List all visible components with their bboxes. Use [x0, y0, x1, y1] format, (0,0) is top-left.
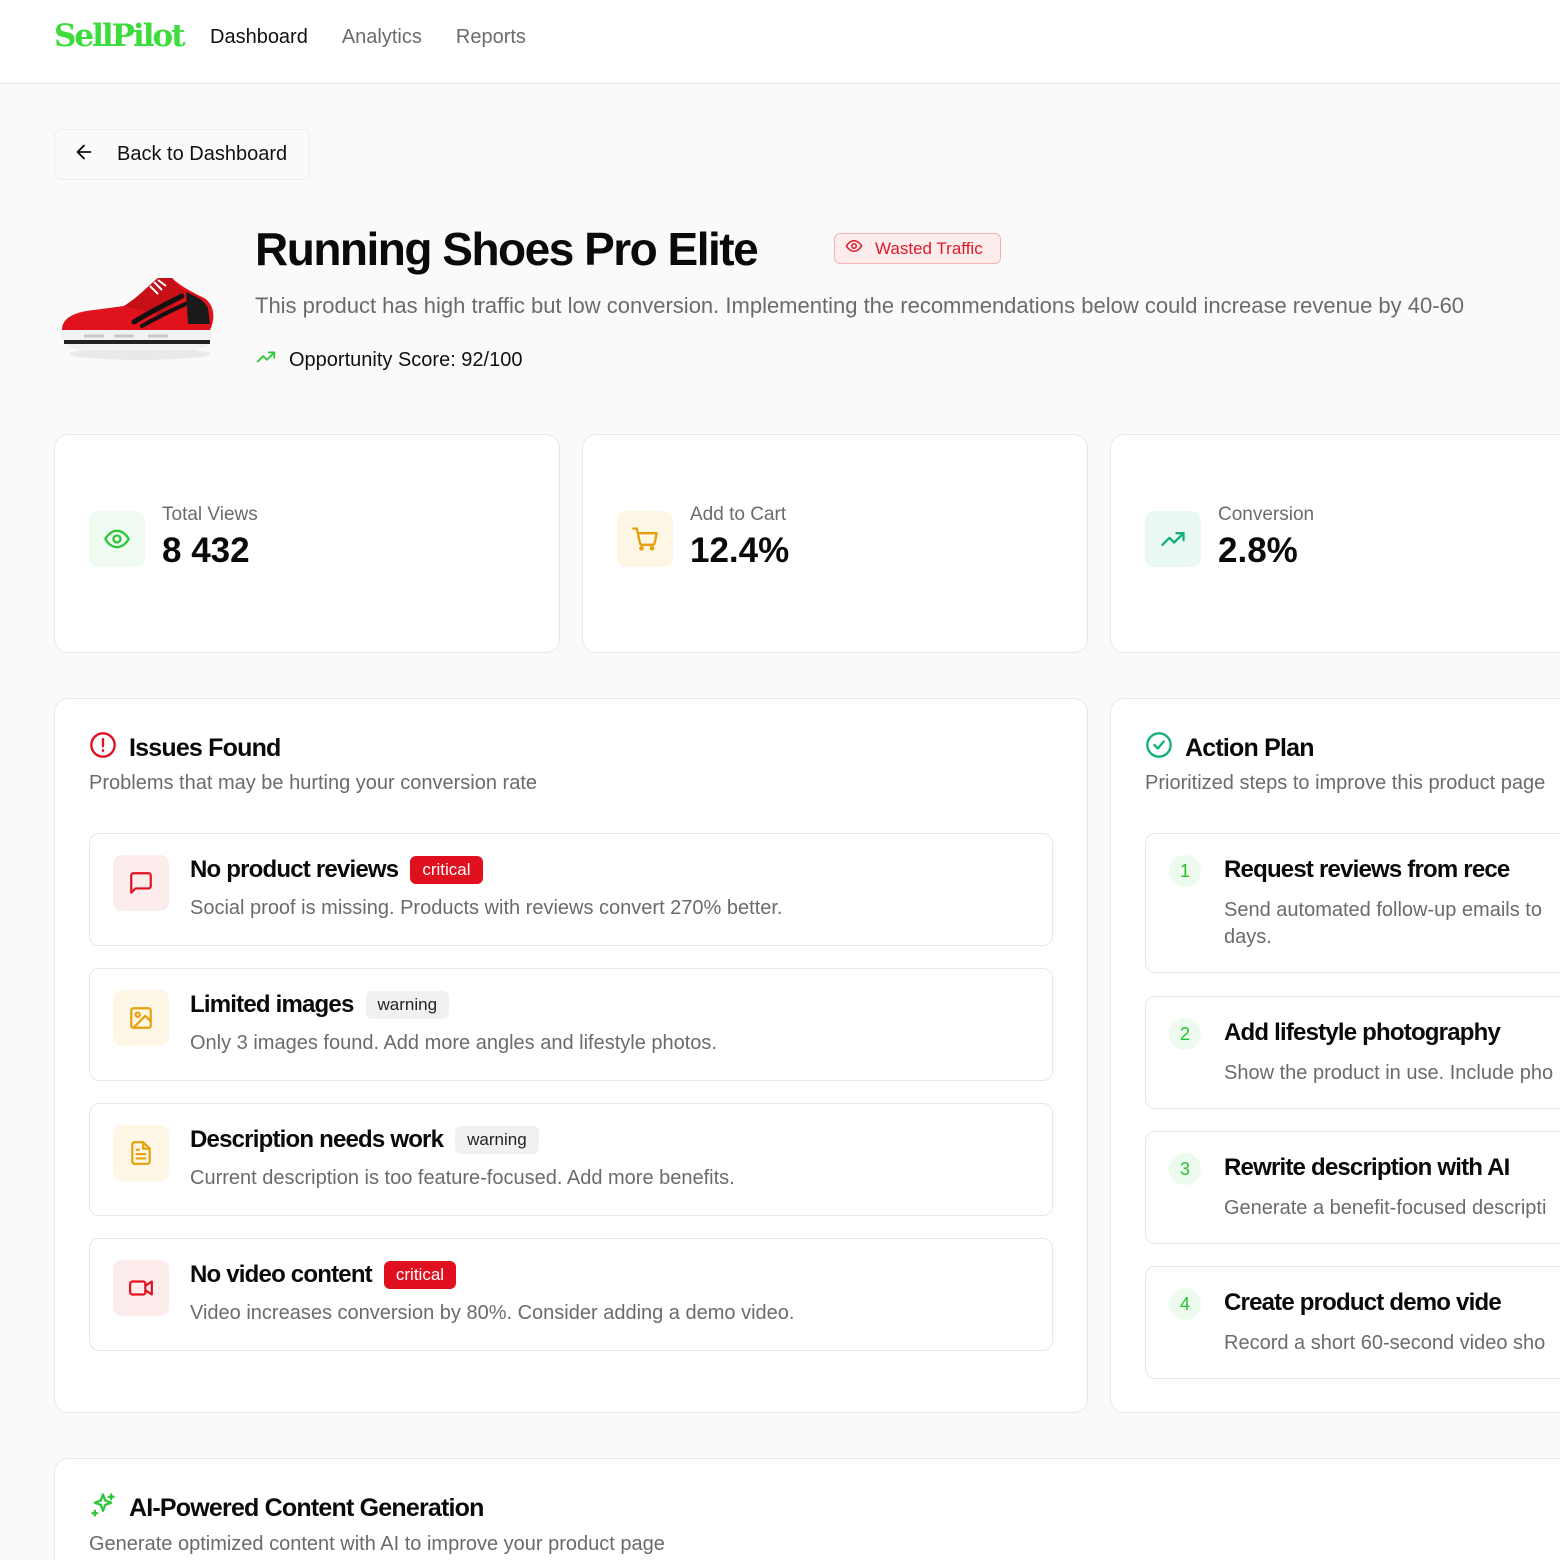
action-title: Add lifestyle photography [1224, 1019, 1501, 1046]
arrow-left-icon [73, 141, 95, 169]
product-title: Running Shoes Pro Elite [255, 223, 759, 275]
stat-label: Total Views [162, 504, 258, 525]
issues-heading: Issues Found [89, 731, 281, 766]
stat-label: Conversion [1218, 504, 1315, 525]
action-item[interactable]: 1 Request reviews from rece Send automat… [1145, 833, 1560, 973]
stat-card-add-to-cart: Add to Cart 12.4% [582, 434, 1088, 653]
issue-title: Limited images [190, 991, 354, 1018]
product-image [54, 226, 222, 386]
issues-subtitle: Problems that may be hurting your conver… [89, 772, 537, 794]
stat-card-total-views: Total Views 8 432 [54, 434, 560, 653]
action-description: Record a short 60-second video sho [1224, 1332, 1546, 1354]
stat-value: 12.4% [690, 531, 790, 570]
stat-label: Add to Cart [690, 504, 787, 525]
issue-description: Only 3 images found. Add more angles and… [190, 1032, 717, 1054]
main-nav: Dashboard Analytics Reports [210, 26, 526, 49]
issues-panel: Issues Found Problems that may be hurtin… [54, 698, 1088, 1413]
wasted-traffic-badge: Wasted Traffic [834, 233, 1001, 264]
nav-analytics[interactable]: Analytics [341, 26, 422, 48]
message-icon [113, 855, 169, 911]
issue-item[interactable]: Limited images warning Only 3 images fou… [89, 968, 1053, 1081]
issue-description: Video increases conversion by 80%. Consi… [190, 1302, 795, 1324]
document-icon [113, 1125, 169, 1181]
action-description: Send automated follow-up emails to [1224, 899, 1542, 921]
issue-item[interactable]: No video content critical Video increase… [89, 1238, 1053, 1351]
back-button-label: Back to Dashboard [117, 143, 288, 165]
issue-title: Description needs work [190, 1126, 444, 1153]
action-item[interactable]: 3 Rewrite description with AI Generate a… [1145, 1131, 1560, 1244]
image-icon [113, 990, 169, 1046]
issue-description: Social proof is missing. Products with r… [190, 897, 783, 919]
action-description-continued: days. [1224, 926, 1272, 948]
issue-item[interactable]: No product reviews critical Social proof… [89, 833, 1053, 946]
stat-card-conversion: Conversion 2.8% [1110, 434, 1560, 653]
stat-value: 2.8% [1218, 531, 1298, 570]
action-title: Rewrite description with AI [1224, 1154, 1510, 1181]
ai-content-heading: AI-Powered Content Generation [89, 1491, 484, 1526]
ai-content-panel: AI-Powered Content Generation Generate o… [54, 1458, 1560, 1560]
severity-badge: warning [365, 991, 450, 1019]
nav-reports[interactable]: Reports [455, 26, 526, 48]
sellpilot-logo[interactable]: SellPilot [54, 18, 186, 54]
severity-badge: critical [383, 1261, 457, 1289]
opportunity-score: Opportunity Score: 92/100 [255, 346, 522, 374]
back-to-dashboard-button[interactable]: Back to Dashboard [54, 129, 310, 180]
ai-content-subtitle: Generate optimized content with AI to im… [89, 1533, 665, 1555]
wasted-traffic-label: Wasted Traffic [875, 238, 983, 258]
issue-title: No product reviews [190, 856, 399, 883]
issues-title: Issues Found [129, 734, 281, 762]
ai-content-title: AI-Powered Content Generation [129, 1494, 484, 1522]
top-navigation-bar: SellPilot Dashboard Analytics Reports [0, 0, 1560, 84]
issue-description: Current description is too feature-focus… [190, 1167, 735, 1189]
action-plan-panel: Action Plan Prioritized steps to improve… [1110, 698, 1560, 1413]
action-title: Request reviews from rece [1224, 856, 1510, 883]
check-circle-icon [1145, 731, 1173, 766]
action-plan-heading: Action Plan [1145, 731, 1315, 766]
trending-up-icon [1145, 511, 1201, 567]
action-description: Generate a benefit-focused descripti [1224, 1197, 1547, 1219]
issue-item[interactable]: Description needs work warning Current d… [89, 1103, 1053, 1216]
action-plan-title: Action Plan [1185, 734, 1315, 762]
action-item[interactable]: 2 Add lifestyle photography Show the pro… [1145, 996, 1560, 1109]
stat-value: 8 432 [162, 531, 250, 570]
step-number: 3 [1169, 1153, 1201, 1185]
video-icon [113, 1260, 169, 1316]
trending-up-icon [255, 346, 277, 374]
alert-circle-icon [89, 731, 117, 766]
product-description: This product has high traffic but low co… [255, 293, 1465, 318]
eye-icon [89, 511, 145, 567]
issue-title: No video content [190, 1261, 373, 1288]
step-number: 1 [1169, 855, 1201, 887]
severity-badge: warning [455, 1126, 539, 1154]
cart-icon [617, 511, 673, 567]
action-title: Create product demo vide [1224, 1289, 1502, 1316]
action-description: Show the product in use. Include pho [1224, 1062, 1554, 1084]
step-number: 4 [1169, 1288, 1201, 1320]
sparkles-icon [89, 1491, 117, 1526]
opportunity-score-label: Opportunity Score: 92/100 [289, 348, 523, 371]
step-number: 2 [1169, 1018, 1201, 1050]
eye-icon [845, 237, 863, 260]
severity-badge: critical [410, 856, 483, 884]
action-item[interactable]: 4 Create product demo vide Record a shor… [1145, 1266, 1560, 1379]
action-plan-subtitle: Prioritized steps to improve this produc… [1145, 772, 1546, 794]
nav-dashboard[interactable]: Dashboard [210, 26, 308, 48]
